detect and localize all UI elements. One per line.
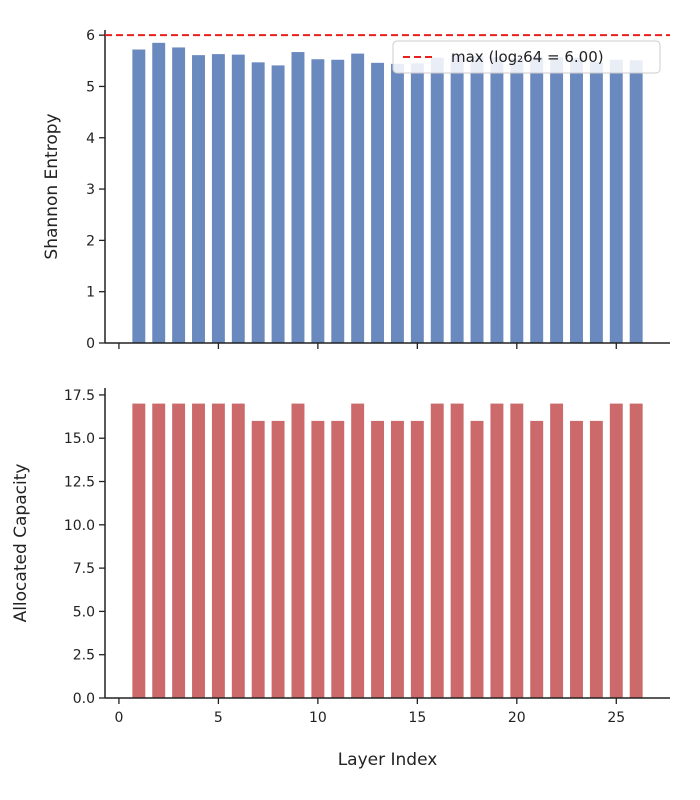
bar [490, 57, 504, 344]
bar [132, 403, 146, 698]
bar [430, 57, 444, 344]
bar [490, 403, 504, 698]
x-tick-label: 0 [114, 710, 123, 726]
bar [331, 59, 345, 344]
bar [371, 62, 385, 343]
bar [192, 55, 205, 343]
y-tick-label: 4 [86, 131, 95, 147]
y-tick-label: 6 [86, 28, 95, 44]
bar [609, 59, 623, 344]
bar [231, 54, 245, 343]
bar [470, 420, 484, 698]
y-tick-label: 2.5 [73, 648, 95, 664]
bar [351, 53, 365, 344]
x-tick-label: 10 [309, 710, 327, 726]
bar [371, 420, 385, 698]
x-tick-label: 15 [408, 710, 426, 726]
x-tick-label: 5 [214, 710, 223, 726]
bar [172, 47, 186, 344]
bar [629, 403, 643, 698]
legend-label: max (log₂64 = 6.00) [451, 48, 604, 66]
y-tick-label: 12.5 [64, 475, 95, 491]
y-tick-label: 0 [86, 336, 95, 352]
bar [530, 56, 544, 343]
bar [271, 420, 285, 698]
y-tick-label: 0.0 [73, 691, 95, 707]
capacity-panel: 0.0 2.5 5.0 7.5 10.0 12.5 15.0 17.5 0 5 10 15 20 25 Al… [11, 388, 670, 770]
y-tick-label: 5.0 [73, 604, 95, 620]
bar [450, 403, 464, 698]
y-tick-label: 2 [86, 233, 95, 249]
bar [152, 42, 166, 343]
bar [311, 420, 325, 698]
x-axis-label: Layer Index [338, 750, 438, 770]
y-tick-label: 17.5 [64, 388, 95, 404]
bar [192, 403, 205, 698]
y-tick-label: 7.5 [73, 561, 95, 577]
bar [211, 54, 225, 343]
bar [550, 57, 564, 344]
bar [550, 403, 564, 698]
y-tick-label: 10.0 [64, 518, 95, 534]
bar [152, 403, 166, 698]
bar [410, 63, 424, 344]
legend-box [392, 40, 661, 74]
bar [570, 57, 583, 344]
bar [351, 403, 365, 698]
y-axis-label: Allocated Capacity [11, 464, 31, 623]
bar [271, 65, 285, 344]
bar [291, 52, 305, 343]
bar [470, 56, 484, 343]
bar [570, 420, 583, 698]
bar [510, 58, 524, 343]
bar [430, 403, 444, 698]
bar [331, 420, 345, 698]
bar [251, 62, 265, 343]
bar [410, 420, 424, 698]
y-tick-label: 15.0 [64, 431, 95, 447]
bar [589, 420, 603, 698]
bar [231, 403, 245, 698]
y-tick-label: 3 [86, 182, 95, 198]
bar [629, 60, 643, 343]
bar [510, 403, 524, 698]
entropy-panel: 0 1 2 3 4 5 6 Shannon Entropy max (log₂64 = 6.00… [42, 28, 670, 352]
bar [211, 403, 225, 698]
bar [251, 420, 265, 698]
bar [609, 403, 623, 698]
bar [390, 63, 404, 344]
y-tick-label: 5 [86, 79, 95, 95]
y-axis-label: Shannon Entropy [42, 113, 62, 259]
x-tick-label: 25 [607, 710, 625, 726]
bar [530, 420, 544, 698]
x-tick-label: 20 [508, 710, 526, 726]
bar [311, 59, 325, 344]
bar [450, 55, 464, 343]
bar [132, 49, 146, 344]
y-tick-label: 1 [86, 285, 95, 301]
bar [172, 403, 186, 698]
bar [390, 420, 404, 698]
bar [291, 403, 305, 698]
bar [589, 61, 603, 344]
